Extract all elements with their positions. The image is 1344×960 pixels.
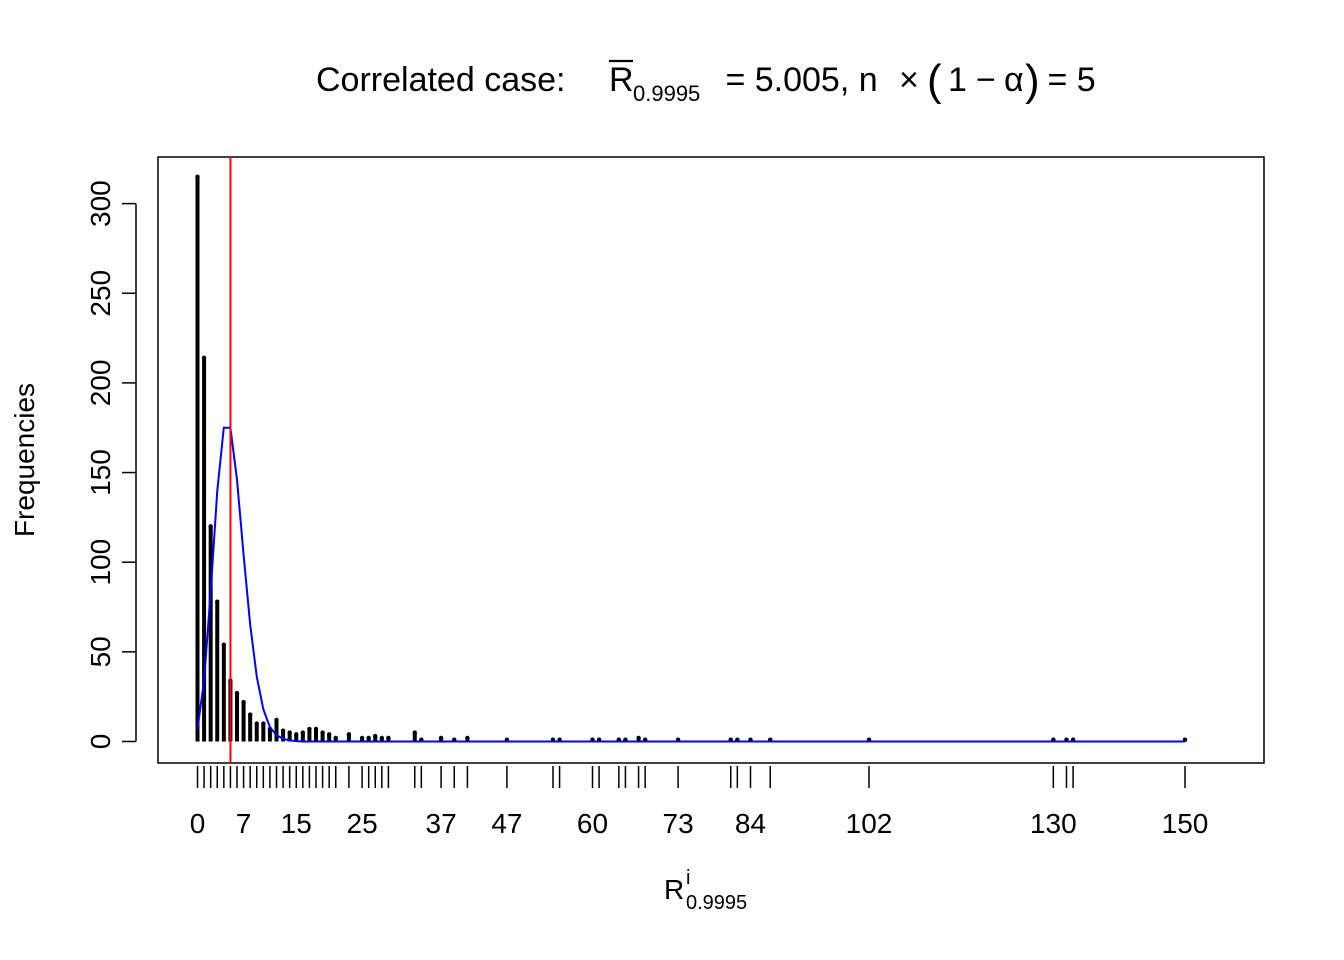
fitted-curve-line [196,426,1185,743]
bar-tip-point [294,732,299,737]
title-r-symbol: R [609,61,634,99]
title-alpha: α [1004,61,1024,99]
title-open-paren: ( [927,56,942,105]
y-tick-label: 300 [85,180,116,227]
bar-tip-point [636,735,641,741]
title-eq2: = 5 [1038,61,1096,99]
x-tick-label: 15 [281,808,312,839]
xlabel-main: R [664,874,684,905]
title-r-subscript: 0.9995 [633,81,700,106]
bar-tip-point [313,726,319,732]
title-one: 1 [948,61,967,99]
bar-tip-point [373,733,378,739]
x-axis-label: R i 0.9995 [664,867,747,914]
bar-tip-point [221,642,227,647]
plot-frame [157,156,1265,764]
x-tick-label: 130 [1030,808,1077,839]
bar-tip-point [241,699,246,705]
x-tick-label: 7 [236,808,252,839]
x-tick-label: 102 [846,808,893,839]
bar-tip-point [287,730,292,735]
y-tick-label: 250 [85,270,116,317]
bar-tip-point [359,735,365,741]
bar-tip-point [280,728,286,733]
bar-tip-point [346,732,352,737]
bar-tip-point [366,735,371,741]
bar-tip-point [247,712,253,717]
title-close-paren: ) [1025,56,1040,105]
bar-tip-point [386,735,391,741]
x-tick-label: 73 [663,808,694,839]
xlabel-subscript: 0.9995 [686,892,747,914]
bar-tip-point [320,730,325,735]
bar-tip-point [333,735,338,741]
bar-tip-point [300,730,306,735]
x-tick-label: 84 [735,808,766,839]
bar-tip-point [195,174,200,179]
bar-tip-points [195,174,1188,742]
bar-tip-point [274,717,279,723]
bar-tip-point [208,524,213,529]
chart-title: Correlated case: R 0.9995 = 5.005, n × (… [316,56,1096,106]
bar-tip-point [261,721,266,726]
y-axis-label: Frequencies [9,383,40,537]
y-tick-label: 200 [85,360,116,407]
x-axis-tick-labels: 0 7 15 25 37 47 60 73 84 102 130 150 [190,808,1209,839]
xlabel-superscript: i [686,867,690,889]
title-prefix: Correlated case: [316,61,575,99]
x-tick-label: 60 [577,808,608,839]
bar-tip-point [254,721,259,726]
title-minus: − [976,61,996,99]
bar-tip-point [234,690,240,696]
bar-tip-point [379,735,385,741]
title-times: × [899,61,919,99]
x-tick-label: 47 [491,808,522,839]
bar-tip-point [201,355,207,361]
bar-tip-point [465,735,470,741]
x-tick-label: 0 [190,808,206,839]
x-tick-label: 37 [426,808,457,839]
y-tick-label: 0 [85,734,116,750]
bar-tip-point [438,735,444,741]
x-tick-label: 150 [1162,808,1209,839]
y-tick-label: 150 [85,449,116,496]
x-tick-label: 25 [347,808,378,839]
bar-tip-point [307,726,312,732]
x-axis-rug-ticks [196,766,1186,788]
bar-tip-point [215,599,220,604]
title-eq1: = 5.005, n [716,61,878,99]
y-axis: 0 50 100 150 200 250 300 [85,180,137,750]
frequency-bars [195,176,1187,742]
bar-tip-point [412,730,417,735]
y-tick-label: 100 [85,539,116,586]
y-tick-label: 50 [85,636,116,667]
bar-tip-point [326,732,332,737]
